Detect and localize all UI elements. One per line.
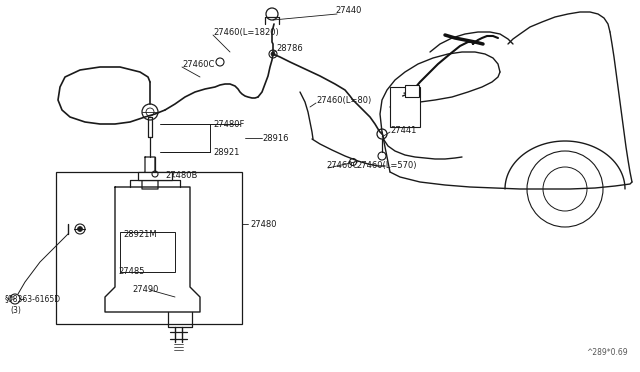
Text: 28916: 28916 xyxy=(262,134,289,142)
Text: 27460(L=570): 27460(L=570) xyxy=(356,160,417,170)
Bar xyxy=(405,85,419,97)
Text: 28921: 28921 xyxy=(213,148,239,157)
Text: 27485: 27485 xyxy=(118,267,145,276)
Text: S: S xyxy=(11,296,15,301)
Text: ^289*0.69: ^289*0.69 xyxy=(586,348,628,357)
Text: 27480F: 27480F xyxy=(213,119,244,128)
Text: 27460(L=1820): 27460(L=1820) xyxy=(213,28,279,36)
Bar xyxy=(138,172,172,180)
Text: 28921M: 28921M xyxy=(123,230,157,238)
Bar xyxy=(390,87,420,127)
Text: 27460C: 27460C xyxy=(326,160,358,170)
Bar xyxy=(120,232,175,272)
Text: §08363-6165D: §08363-6165D xyxy=(5,295,61,304)
Text: 27480: 27480 xyxy=(250,219,276,228)
Circle shape xyxy=(77,227,83,231)
Text: 27480B: 27480B xyxy=(165,170,197,180)
Text: 27441: 27441 xyxy=(390,125,417,135)
Bar xyxy=(56,172,242,324)
Text: 27460(L=80): 27460(L=80) xyxy=(316,96,371,105)
Text: 27490: 27490 xyxy=(132,285,158,295)
Text: 28786: 28786 xyxy=(276,44,303,52)
Text: 27440: 27440 xyxy=(335,6,362,15)
Text: (3): (3) xyxy=(10,305,21,314)
Circle shape xyxy=(271,52,275,56)
Text: 27460C: 27460C xyxy=(182,60,214,68)
